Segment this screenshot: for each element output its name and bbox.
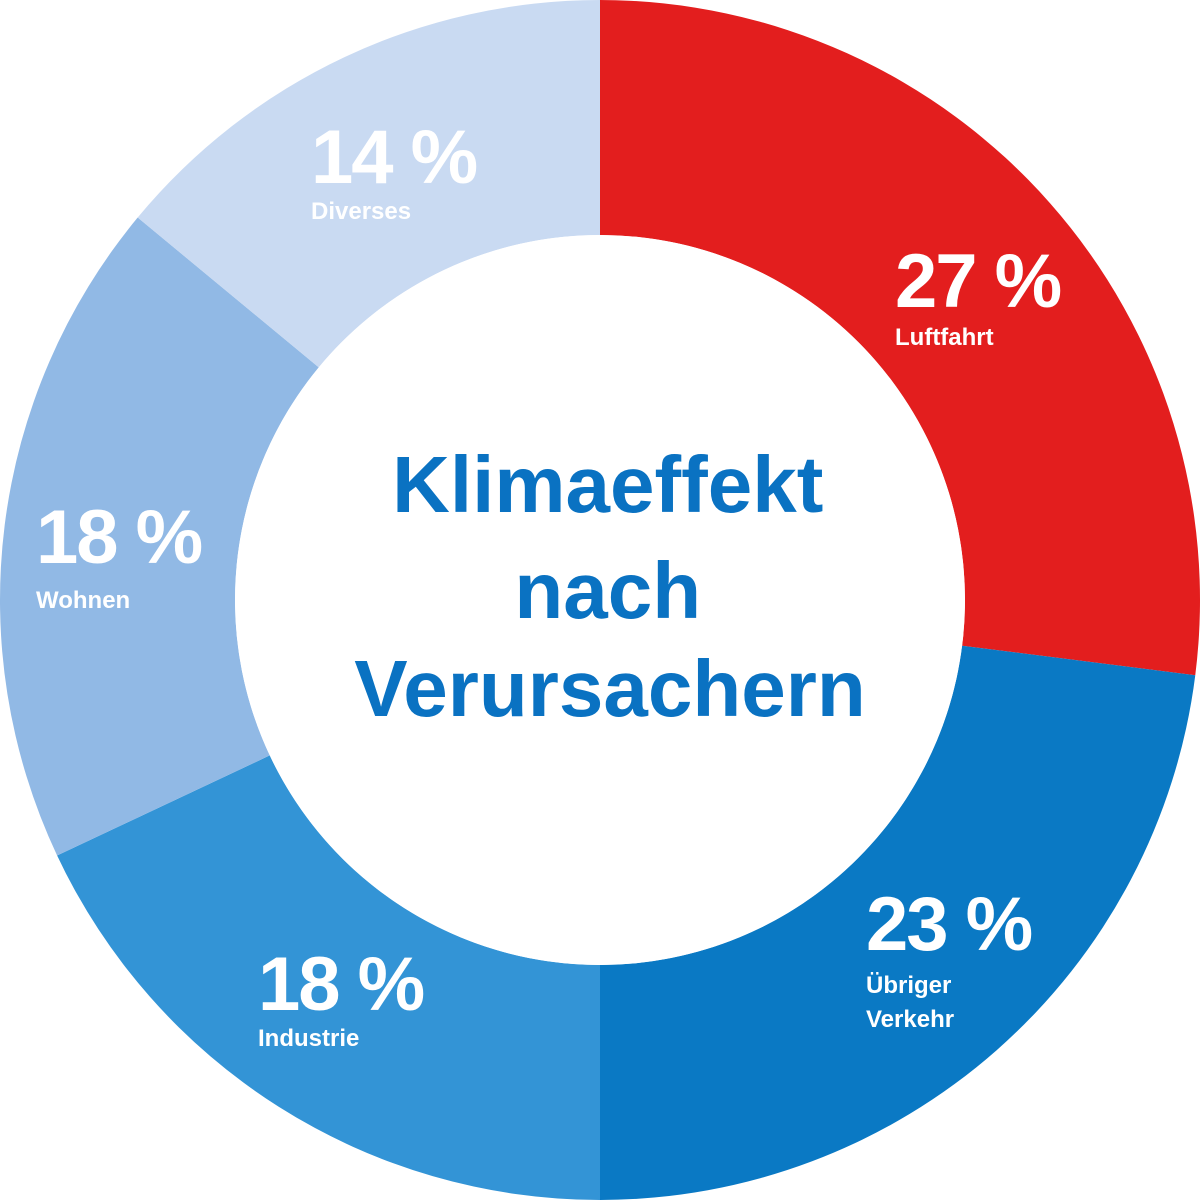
slice-category-label: Verkehr (866, 1006, 954, 1033)
chart-title-line: Verursachern (354, 644, 865, 733)
chart-title-line: Klimaeffekt (392, 440, 823, 529)
slice-value-label: 23 % (866, 882, 1032, 967)
slice-category-label: Industrie (258, 1025, 359, 1052)
slice-value-label: 18 % (36, 495, 202, 580)
slice-category-label: Übriger (866, 972, 951, 999)
pie-slice (57, 755, 601, 1200)
slice-category-label: Luftfahrt (895, 324, 994, 351)
slice-value-label: 27 % (895, 239, 1061, 324)
chart-title: Klimaeffekt nach Verursachern (354, 440, 865, 733)
slice-value-label: 14 % (311, 115, 477, 200)
pie-slice (0, 217, 319, 856)
slice-category-label: Diverses (311, 198, 411, 225)
slice-value-label: 18 % (258, 942, 424, 1027)
slice-category-label: Wohnen (36, 587, 130, 614)
pie-slice (137, 0, 600, 368)
donut-hole (235, 235, 965, 965)
pie-slice (600, 0, 1200, 676)
chart-title-line: nach (514, 546, 701, 635)
pie-slice (600, 645, 1196, 1200)
